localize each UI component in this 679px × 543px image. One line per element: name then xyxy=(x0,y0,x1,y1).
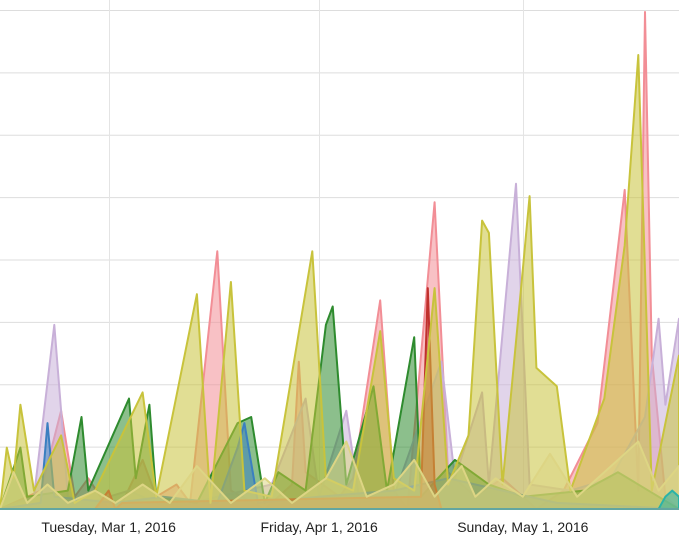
x-tick-label-may-1: Sunday, May 1, 2016 xyxy=(457,519,588,535)
x-axis-tick-labels: Tuesday, Mar 1, 2016 Friday, Apr 1, 2016… xyxy=(41,519,588,535)
series-area-7 xyxy=(0,440,679,510)
series-areas xyxy=(0,11,679,510)
x-tick-label-apr-1: Friday, Apr 1, 2016 xyxy=(261,519,378,535)
x-tick-label-mar-1: Tuesday, Mar 1, 2016 xyxy=(41,519,176,535)
